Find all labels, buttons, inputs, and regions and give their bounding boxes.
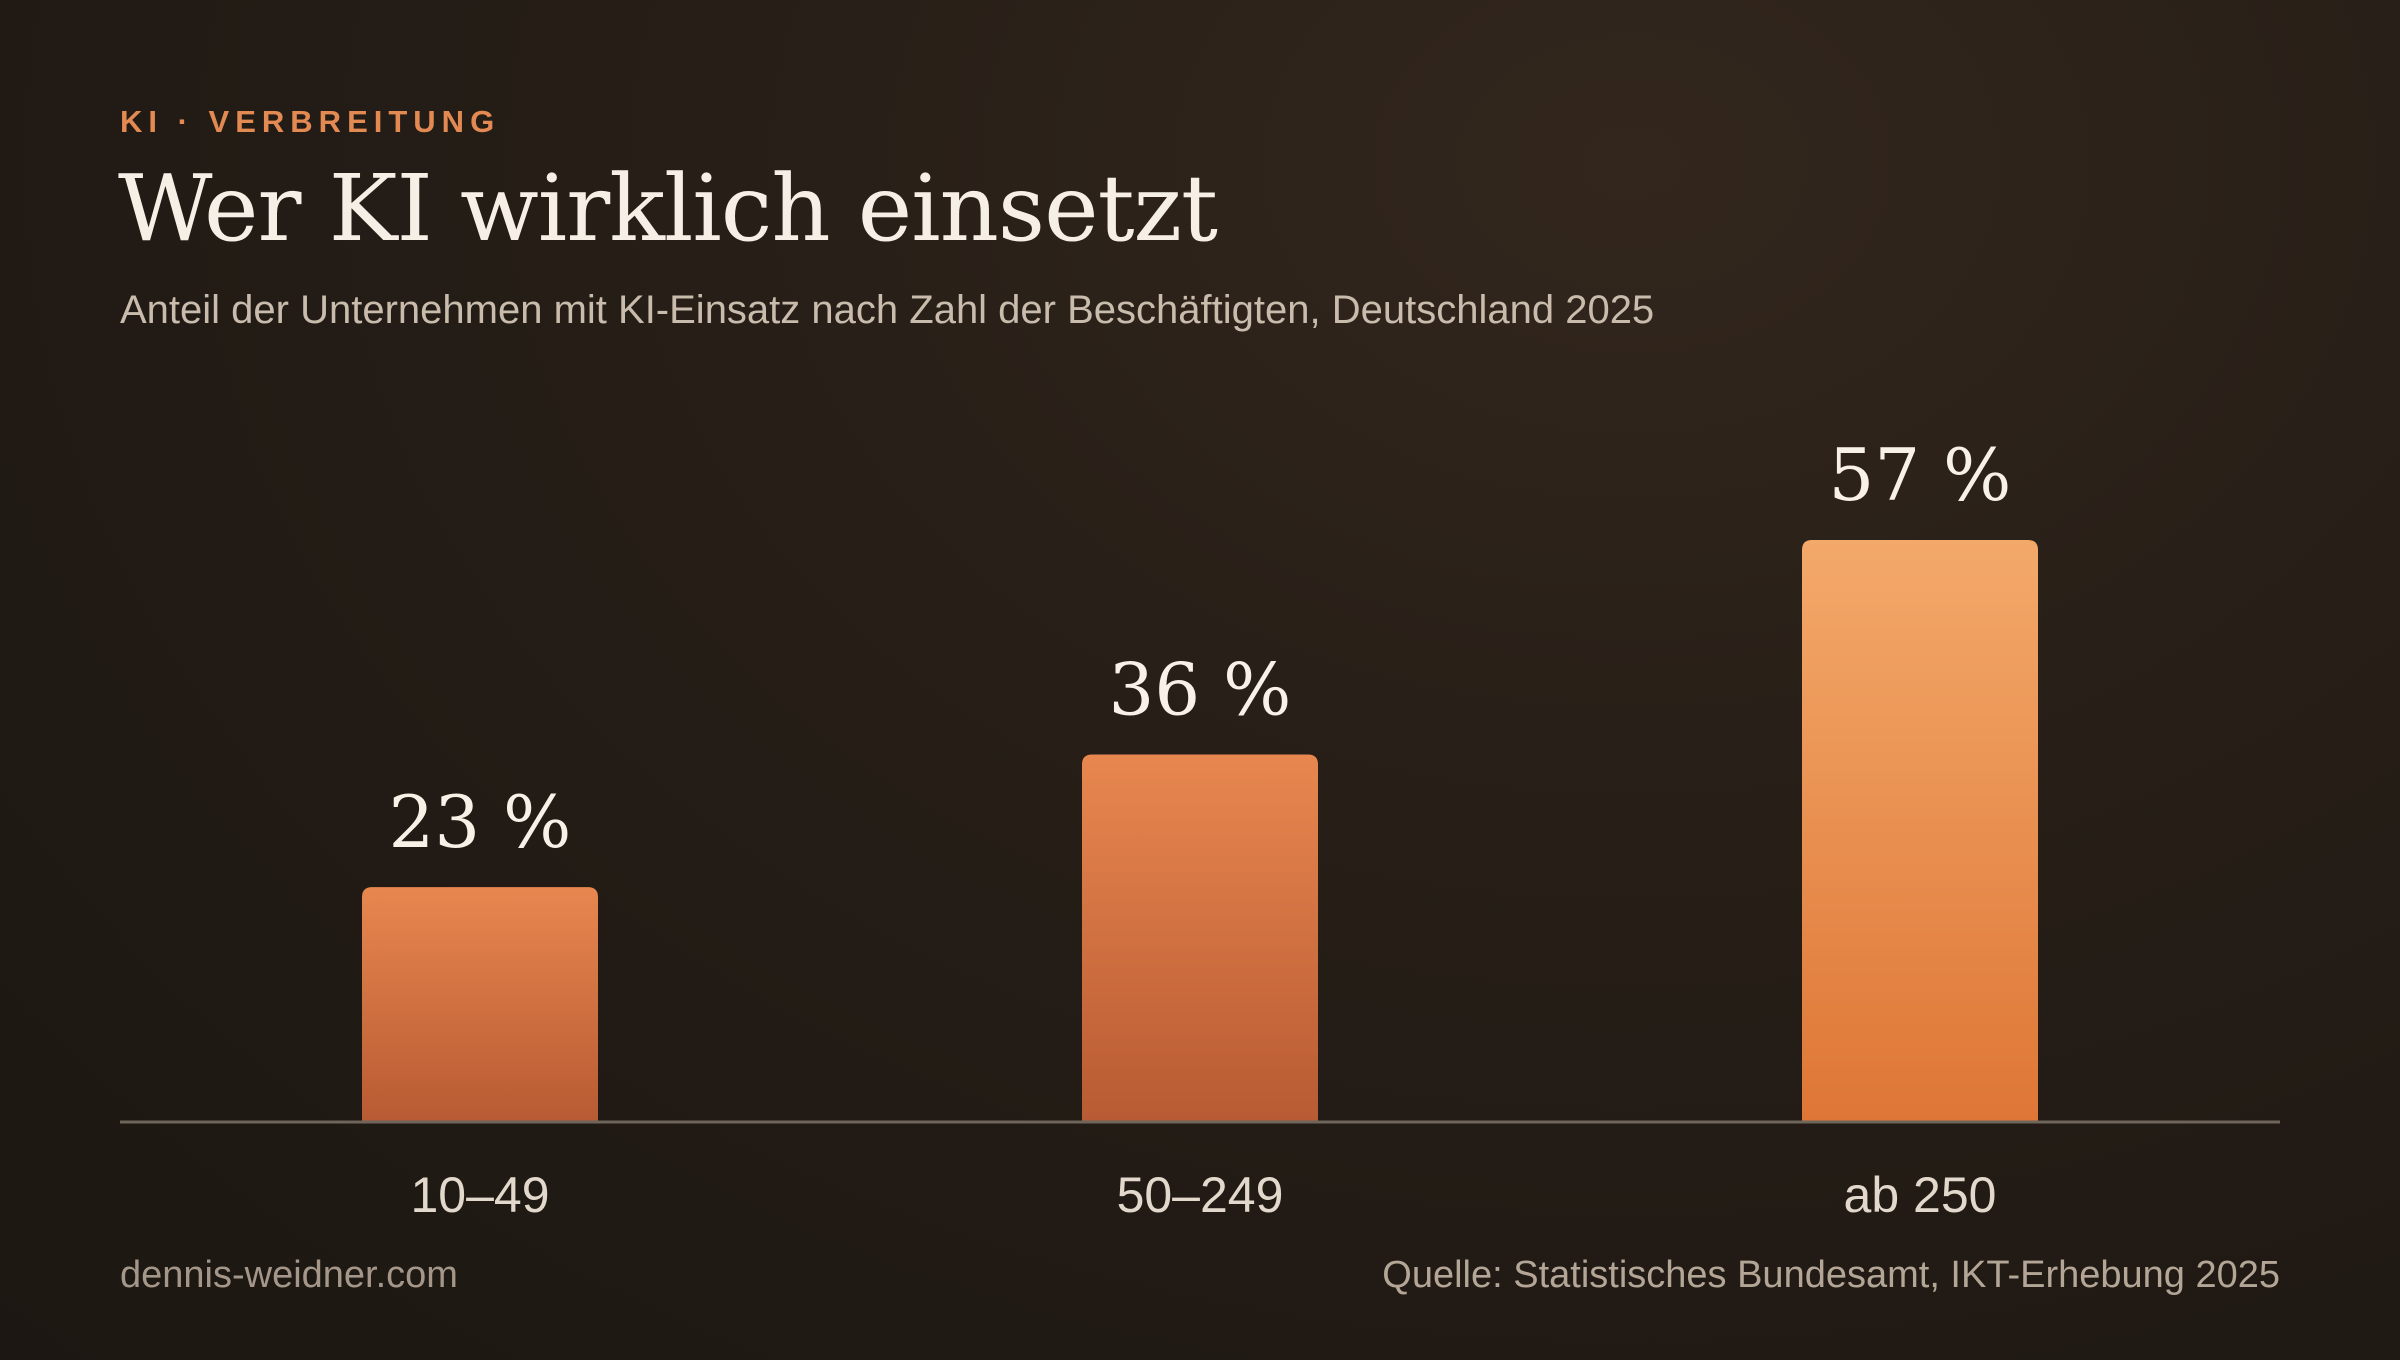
bars-group — [362, 540, 2038, 1122]
bar-50-249 — [1082, 754, 1318, 1122]
kicker-label: KI · VERBREITUNG — [120, 104, 501, 139]
bar-10-49 — [362, 887, 598, 1122]
value-label-50-249: 36 % — [1109, 647, 1292, 731]
footer-source: Quelle: Statistisches Bundesamt, IKT-Erh… — [1382, 1254, 2280, 1296]
value-label-ab-250: 57 % — [1829, 433, 2012, 517]
value-labels-group: 23 % 36 % 57 % — [389, 433, 2012, 864]
chart-subtitle: Anteil der Unternehmen mit KI-Einsatz na… — [120, 288, 1655, 332]
chart-title: Wer KI wirklich einsetzt — [118, 155, 1218, 262]
bar-ab-250 — [1802, 540, 2038, 1122]
category-label-10-49: 10–49 — [410, 1167, 549, 1223]
footer-site: dennis-weidner.com — [120, 1254, 458, 1296]
category-label-ab-250: ab 250 — [1844, 1167, 1997, 1223]
category-label-50-249: 50–249 — [1117, 1167, 1284, 1223]
value-label-10-49: 23 % — [389, 780, 572, 864]
category-labels-group: 10–49 50–249 ab 250 — [410, 1167, 1996, 1223]
